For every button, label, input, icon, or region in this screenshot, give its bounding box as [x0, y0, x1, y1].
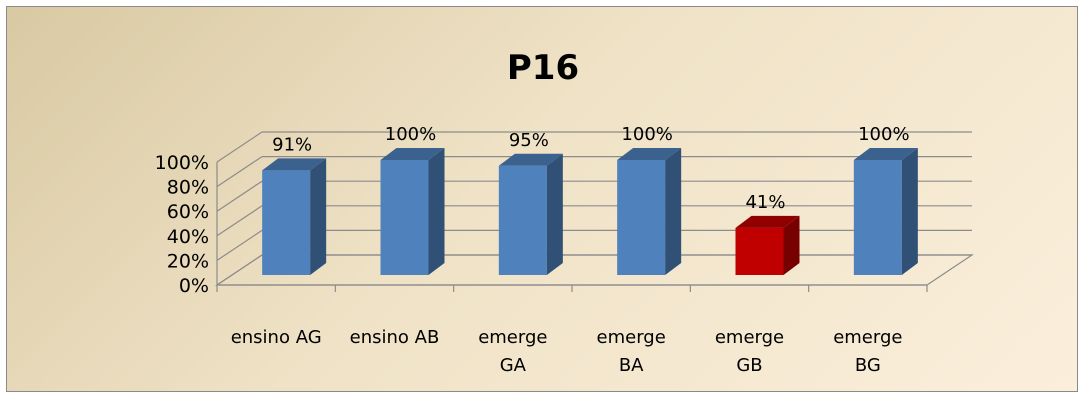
bar-top	[735, 215, 800, 228]
gridline-side	[216, 180, 263, 212]
bar	[262, 158, 327, 275]
x-tick-label: BA	[619, 355, 644, 376]
y-axis: 0% 20%40% 60%80% 100%	[155, 152, 209, 297]
bar	[853, 148, 918, 275]
gridline-side	[216, 229, 263, 261]
x-tick-label: ensino AB	[350, 327, 440, 348]
data-label: 41%	[745, 192, 785, 213]
chart-area: P16 0% 20% 40% 60% 80% 100% 91% 100% 95% 100% 41%…	[6, 6, 1078, 392]
bar-chart: P16 0% 20%40% 60%80% 100% 91% 100% 95% 100% 41%…	[155, 48, 974, 376]
x-axis: ensino AG ensino AB emerge GA emerge BA emerge…	[231, 327, 903, 376]
bar-side	[665, 148, 682, 275]
grid-layer	[215, 131, 974, 292]
x-tick-label: BG	[855, 355, 881, 376]
bar-front	[617, 160, 666, 275]
gridline-side	[216, 205, 263, 237]
y-tick-label: 80%	[167, 177, 209, 199]
bar-top	[617, 148, 682, 160]
bar	[380, 148, 445, 275]
data-label: 100%	[621, 124, 672, 145]
x-tick-label: GA	[500, 355, 527, 376]
bar	[617, 148, 682, 275]
bar-front	[380, 160, 429, 275]
bar-front	[853, 160, 902, 275]
bar-side	[783, 215, 800, 275]
gridline-side	[216, 131, 263, 163]
x-tick-label: GB	[736, 355, 762, 376]
data-label: 91%	[272, 134, 312, 155]
bar-top	[853, 148, 918, 160]
bar-front	[498, 165, 547, 275]
x-tick-label: ensino AG	[231, 327, 322, 348]
x-tick-label: emerge	[478, 327, 547, 348]
data-label: 95%	[509, 130, 549, 151]
data-label-layer: 91% 100% 95% 100% 41% 100%	[272, 124, 909, 213]
chart-title: P16	[507, 48, 579, 88]
bar-top	[498, 153, 563, 166]
gridline-side	[216, 156, 263, 188]
bar-layer	[262, 148, 918, 275]
bar-side	[546, 153, 563, 275]
y-tick-label: 20%	[167, 250, 209, 272]
bar	[735, 215, 800, 275]
data-label: 100%	[385, 124, 436, 145]
y-tick-label: 40%	[167, 226, 209, 248]
x-tick-label: emerge	[597, 327, 666, 348]
bar-front	[735, 227, 784, 275]
data-label: 100%	[858, 124, 909, 145]
x-tick-label: emerge	[715, 327, 784, 348]
y-tick-label: 60%	[167, 201, 209, 223]
bar-front	[262, 170, 311, 275]
y-tick-label: 100%	[155, 152, 209, 174]
bar-top	[380, 148, 445, 160]
bar-side	[428, 148, 445, 275]
bar-side	[310, 158, 327, 275]
x-tick-label: emerge	[833, 327, 902, 348]
bar-top	[262, 158, 327, 171]
y-tick-label: 0%	[179, 275, 209, 297]
bar	[498, 153, 563, 275]
bar-side	[901, 148, 918, 275]
